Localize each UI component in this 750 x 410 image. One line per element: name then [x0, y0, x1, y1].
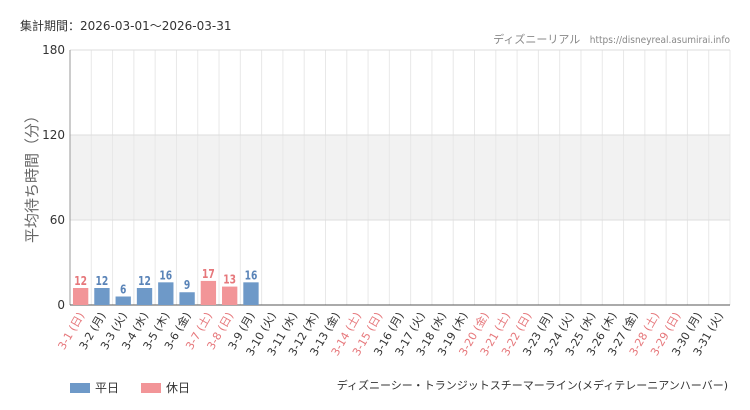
legend-item-holiday[interactable]: 休日 [141, 379, 190, 396]
facility-name: ディズニーシー・トランジットスチーマーライン(メディテレーニアンハーバー) [336, 379, 728, 392]
data-label: 6 [120, 283, 126, 297]
bar[interactable] [179, 292, 195, 305]
data-label: 9 [184, 278, 190, 292]
bar[interactable] [115, 296, 131, 306]
legend-swatch-weekday [70, 382, 90, 393]
legend-label-weekday: 平日 [95, 381, 120, 395]
y-tick-label: 120 [42, 128, 65, 142]
data-label: 17 [202, 267, 215, 281]
data-label: 12 [138, 274, 151, 288]
bar[interactable] [200, 280, 217, 305]
bar[interactable] [136, 288, 153, 305]
data-label: 16 [245, 269, 258, 283]
brand-name: ディズニーリアル [493, 33, 581, 46]
y-tick-label: 180 [42, 43, 65, 57]
brand: ディズニーリアル https://disneyreal.asumirai.inf… [493, 31, 730, 47]
shaded-band [70, 135, 730, 220]
brand-url[interactable]: https://disneyreal.asumirai.info [589, 35, 730, 46]
legend-item-weekday[interactable]: 平日 [70, 379, 119, 396]
legend-label-holiday: 休日 [166, 381, 191, 395]
data-label: 13 [223, 273, 236, 287]
data-label: 12 [96, 274, 109, 288]
bar[interactable] [158, 282, 174, 305]
y-tick-label: 60 [50, 213, 65, 227]
data-label: 12 [74, 274, 87, 288]
collection-period: 集計期間：2026-03-01〜2026-03-31 [20, 19, 232, 33]
bar[interactable] [72, 288, 89, 305]
bar[interactable] [94, 288, 110, 305]
legend: 平日 休日 [70, 379, 212, 396]
bar[interactable] [222, 286, 238, 305]
bar[interactable] [243, 282, 259, 305]
data-label: 16 [159, 269, 172, 283]
legend-swatch-holiday [141, 382, 162, 393]
y-tick-label: 0 [57, 298, 65, 312]
